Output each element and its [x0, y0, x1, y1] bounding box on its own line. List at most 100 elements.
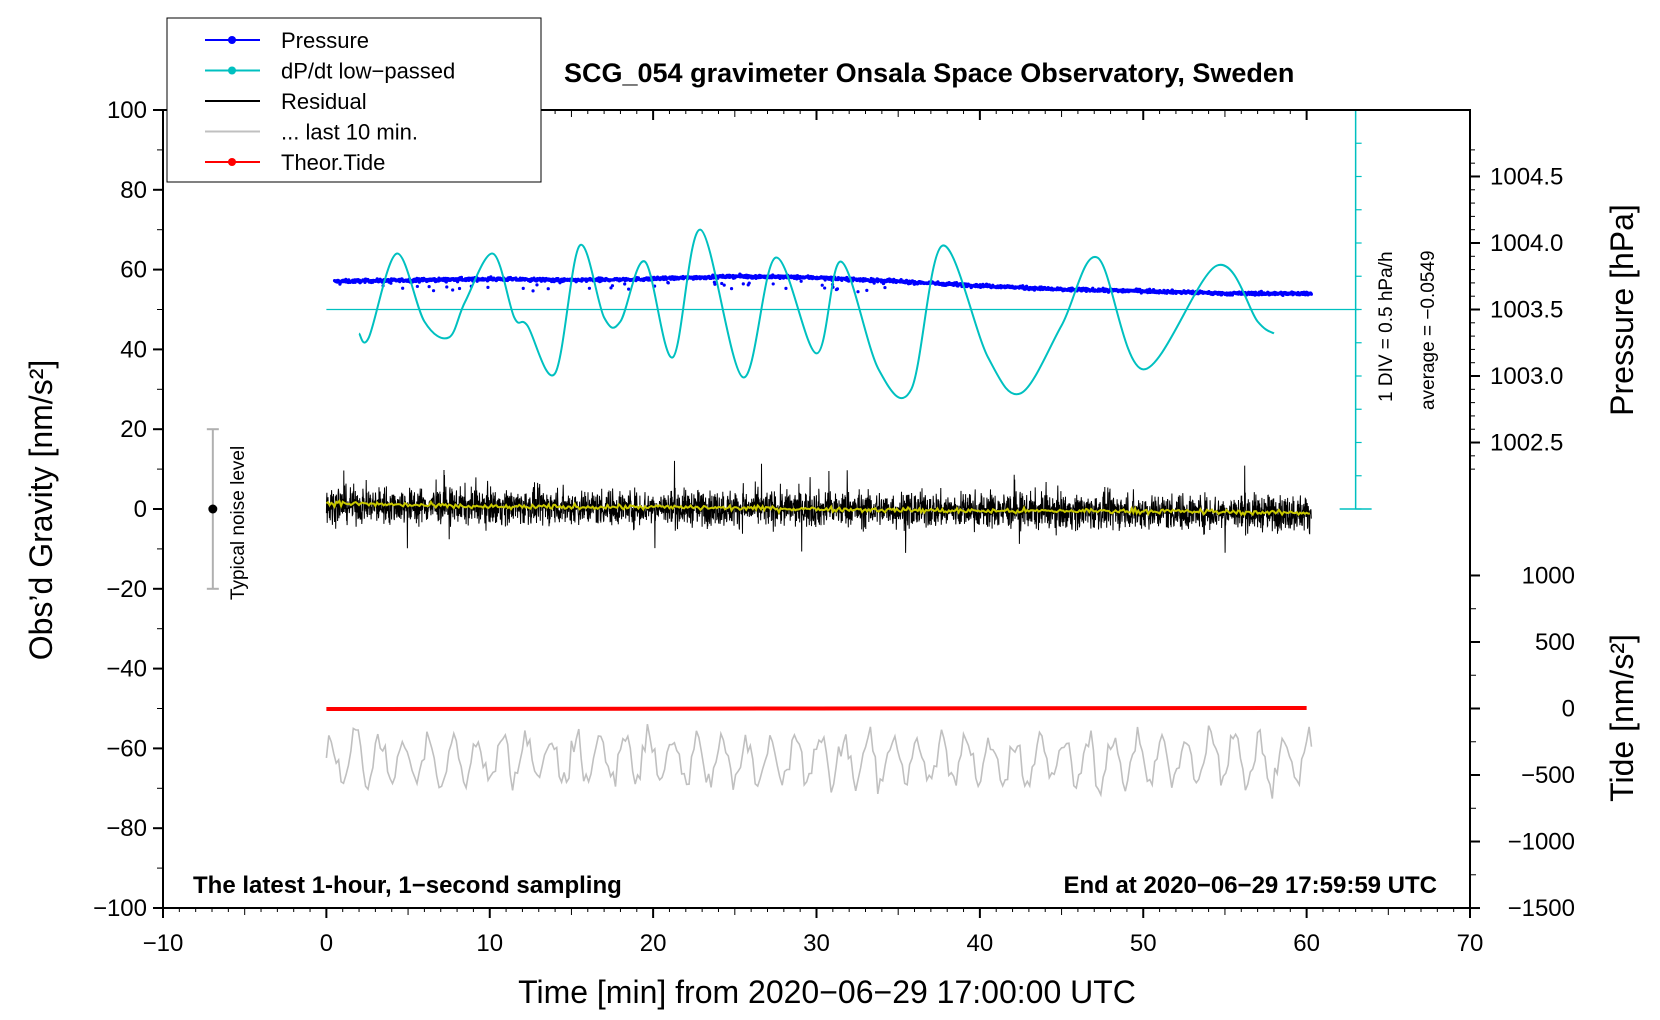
legend-marker	[228, 158, 236, 166]
pressure-point	[722, 283, 726, 287]
pressure-point	[531, 289, 535, 293]
legend: Pressure dP/dt low−passed Residual ... last…	[166, 17, 542, 183]
pressure-point	[784, 286, 788, 290]
legend-label: Residual	[281, 89, 367, 114]
pressure-point	[431, 289, 436, 293]
legend-marker	[228, 36, 236, 44]
pressure-point	[666, 281, 670, 285]
legend-item: Pressure	[205, 28, 369, 53]
noise-center-dot	[208, 504, 218, 514]
noise-level-indicator	[206, 428, 219, 590]
legend-label: Theor.Tide	[281, 150, 385, 175]
pressure-point	[623, 282, 627, 286]
tide-axis-ticks: 1000 500 0 −500 −1000 −1500	[1470, 562, 1575, 922]
pressure-tick-label: 1003.5	[1490, 297, 1563, 324]
y-left-axis-ticks: 100 80 60 40 20 0 −20 −40 −60 −80 −100	[93, 97, 163, 922]
y-tick-label: −40	[106, 656, 147, 683]
x-tick-label: 20	[640, 930, 667, 957]
y-left-axis-label: Obs’d Gravity [nm/s²]	[23, 360, 59, 661]
x-axis-ticks: −10 0 10 20 30 40 50 60 70	[143, 110, 1483, 957]
y-tick-label: 20	[120, 416, 147, 443]
pressure-point	[610, 284, 615, 288]
last-10-min-series	[325, 724, 1313, 799]
tide-tick-label: −500	[1521, 762, 1575, 789]
pressure-point	[587, 286, 592, 290]
pressure-point	[799, 279, 803, 283]
pressure-point	[771, 282, 775, 286]
pressure-point	[451, 288, 455, 292]
pressure-point	[457, 286, 462, 291]
pressure-point	[521, 286, 525, 290]
tide-series	[326, 705, 1307, 712]
y-tick-label: −80	[106, 815, 147, 842]
pressure-point	[445, 285, 449, 289]
x-tick-label: −10	[143, 930, 184, 957]
dpdt-scale-label: 1 DIV = 0.5 hPa/h	[1376, 251, 1397, 402]
pressure-point	[486, 285, 490, 289]
annotation-right: End at 2020−06−29 17:59:59 UTC	[1063, 872, 1437, 899]
last-10-min-line	[325, 724, 1313, 799]
pressure-tick-label: 1002.5	[1490, 430, 1563, 457]
pressure-point	[823, 286, 827, 290]
dpdt-series	[326, 228, 1359, 400]
pressure-tick-label: 1004.5	[1490, 163, 1563, 190]
noise-level-label: Typical noise level	[228, 446, 249, 600]
tide-axis-label: Tide [nm/s²]	[1604, 634, 1640, 802]
pressure-point	[883, 285, 887, 290]
legend-label: dP/dt low−passed	[281, 59, 455, 84]
y-tick-label: 60	[120, 257, 147, 284]
pressure-point	[720, 281, 724, 286]
y-tick-label: −100	[93, 895, 147, 922]
tide-tick-label: −1500	[1508, 895, 1575, 922]
residual-smoothed-line	[325, 498, 1310, 517]
pressure-point	[729, 287, 734, 291]
pressure-point	[820, 283, 824, 287]
y-tick-label: 40	[120, 336, 147, 363]
tide-tick-label: 0	[1562, 696, 1575, 723]
x-axis-label: Time [min] from 2020−06−29 17:00:00 UTC	[518, 974, 1136, 1010]
tide-tick-label: −1000	[1508, 829, 1575, 856]
pressure-point	[389, 281, 393, 285]
legend-label: ... last 10 min.	[281, 120, 418, 145]
x-tick-label: 60	[1293, 930, 1320, 957]
pressure-point	[459, 275, 464, 279]
legend-label: Pressure	[281, 28, 369, 53]
pressure-point	[1309, 292, 1313, 296]
legend-item: Residual	[205, 89, 367, 114]
y-tick-label: 100	[107, 97, 147, 124]
y-tick-label: 0	[134, 496, 147, 523]
annotation-left: The latest 1-hour, 1−second sampling	[193, 872, 622, 899]
legend-item: Theor.Tide	[205, 150, 385, 175]
pressure-point	[713, 282, 717, 286]
x-tick-label: 50	[1130, 930, 1157, 957]
x-tick-label: 10	[476, 930, 503, 957]
dpdt-line	[358, 228, 1275, 400]
x-tick-label: 0	[320, 930, 333, 957]
pressure-point	[856, 290, 860, 294]
pressure-point	[872, 281, 876, 285]
y-tick-label: −60	[106, 735, 147, 762]
x-tick-label: 40	[967, 930, 994, 957]
pressure-point	[546, 287, 550, 291]
pressure-point	[747, 281, 751, 285]
pressure-point	[627, 287, 631, 291]
x-tick-label: 30	[803, 930, 830, 957]
pressure-series	[332, 272, 1313, 297]
pressure-point	[535, 283, 539, 287]
pressure-tick-label: 1004.0	[1490, 230, 1563, 257]
tide-tick-label: 1000	[1522, 562, 1575, 589]
pressure-point	[835, 287, 840, 291]
y-tick-label: 80	[120, 177, 147, 204]
tide-line	[326, 705, 1307, 712]
tide-tick-label: 500	[1535, 629, 1575, 656]
dpdt-average-label: average = −0.0549	[1418, 250, 1439, 410]
legend-item: ... last 10 min.	[205, 120, 418, 145]
legend-item: dP/dt low−passed	[205, 59, 455, 84]
residual-smoothed-series	[325, 498, 1310, 517]
pressure-axis-ticks: 1004.5 1004.0 1003.5 1003.0 1002.5	[1470, 149, 1563, 470]
pressure-axis-label: Pressure [hPa]	[1604, 204, 1640, 416]
pressure-point	[865, 288, 869, 293]
pressure-point	[741, 282, 745, 286]
pressure-point	[427, 285, 431, 289]
